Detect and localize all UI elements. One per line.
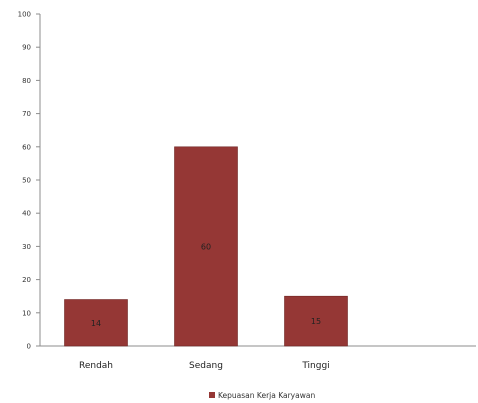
x-axis-labels: Rendah Sedang Tinggi <box>79 361 330 371</box>
y-tick-label: 20 <box>22 276 31 284</box>
legend: Kepuasan Kerja Karyawan <box>209 391 315 400</box>
y-tick-label: 10 <box>22 309 31 317</box>
y-tick-label: 80 <box>22 77 31 85</box>
y-tick-label: 30 <box>22 243 31 251</box>
y-axis-ticks: 0 10 20 30 40 50 60 70 80 90 100 <box>18 11 40 351</box>
bar-tinggi <box>284 295 348 347</box>
y-tick-label: 100 <box>18 11 31 19</box>
y-tick-label: 60 <box>22 143 31 151</box>
x-tick-label: Rendah <box>79 361 113 371</box>
y-tick-label: 70 <box>22 110 31 118</box>
data-label: 14 <box>91 319 101 328</box>
legend-label: Kepuasan Kerja Karyawan <box>218 391 315 400</box>
bar-sedang <box>174 146 238 347</box>
y-tick-label: 40 <box>22 210 31 218</box>
legend-swatch <box>209 392 215 398</box>
data-label: 60 <box>201 242 211 251</box>
data-label: 15 <box>311 317 321 326</box>
bar-rendah <box>64 299 128 347</box>
x-tick-label: Tinggi <box>301 361 329 371</box>
y-tick-label: 0 <box>27 343 31 351</box>
x-tick-label: Sedang <box>189 361 223 371</box>
bar-series: 14 60 15 <box>64 146 348 347</box>
y-tick-label: 50 <box>22 177 31 185</box>
y-tick-label: 90 <box>22 44 31 52</box>
